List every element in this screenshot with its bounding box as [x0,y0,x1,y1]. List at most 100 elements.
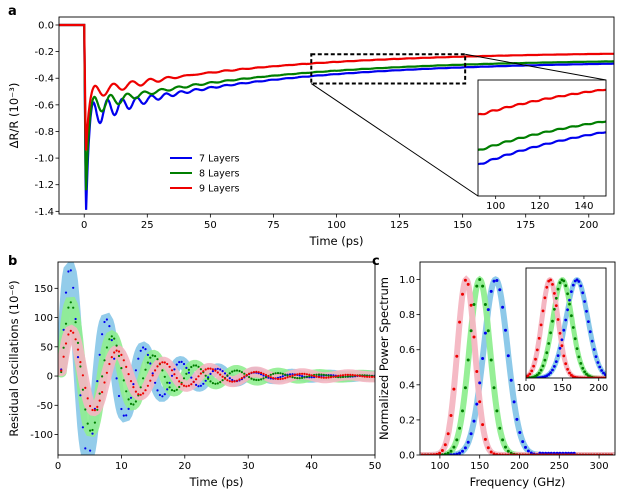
panel-a-ytick-label: -0.6 [34,100,54,111]
panel-a-inset-series-line [478,120,606,151]
panel-b-data-point [209,367,212,370]
panel-b-plot [58,262,375,455]
panel-b-data-point [341,375,345,379]
panel-b-data-point [195,364,198,367]
panel-c-inset-data-point [566,367,569,371]
panel-b-data-point [221,370,224,373]
panel-b-data-point [223,372,227,375]
panel-c-data-point [435,452,439,455]
panel-b-data-point [93,409,96,412]
panel-c-inset-data-point [598,365,602,369]
panel-c-data-point [469,329,473,333]
panel-b-xtick-label: 20 [178,461,191,472]
panel-b-xtick-label: 0 [55,461,61,472]
panel-b-data-point [207,367,210,370]
panel-b-data-point [132,383,135,386]
panel-b-data-point [243,372,246,375]
panel-b-data-point [108,362,111,366]
panel-c-inset-data-point [532,364,535,368]
panel-b-data-point [122,414,125,417]
panel-b-data-point [260,371,263,374]
panel-b-data-point [69,269,72,272]
panel-c-inset-data-point [553,307,556,311]
panel-b-data-point [163,361,166,364]
panel-b-data-point [101,391,104,394]
panel-b-data-point [301,376,304,379]
panel-b-data-point [156,358,159,361]
panel-b-data-point [219,368,222,371]
panel-b-data-point [195,383,198,386]
panel-b-ytick-label: -100 [30,430,53,441]
panel-b-data-point [81,426,84,429]
panel-c-inset-xtick-label: 100 [516,383,535,394]
panel-b-data-point [115,344,118,347]
panel-b-data-point [296,373,299,376]
panel-b-data-point [199,372,202,375]
panel-b-data-point [144,389,147,392]
panel-b-data-point [64,322,68,325]
panel-b-data-point [226,379,229,382]
panel-c-inset-xtick-label: 200 [589,383,608,394]
panel-c-inset-data-point [535,348,539,352]
panel-b-data-point [228,380,231,383]
panel-b-data-point [146,384,149,387]
panel-c-data-point [524,445,527,449]
panel-c-inset-data-point [551,368,554,372]
panel-b-data-point [260,378,263,381]
panel-b-data-point [103,381,106,384]
panel-c-data-point [446,451,450,455]
panel-c-inset-data-point [554,360,558,363]
panel-a-xtick-label: 75 [267,220,280,231]
panel-b-data-point [122,379,125,382]
panel-b-data-point [317,373,321,376]
panel-b-data-point [322,373,325,376]
panel-c-ytick-label: 0.2 [399,415,415,426]
panel-c-inset-data-point [528,372,532,376]
panel-b-ytick-label: 150 [34,284,53,295]
panel-b-xtick-label: 40 [305,461,318,472]
panel-c-data-point [446,432,450,436]
panel-a-inset-xtick-label: 140 [574,201,593,212]
panel-c-data-point [501,305,505,309]
panel-b-data-point [276,377,280,381]
panel-c-data-point [486,308,490,312]
panel-c-data-point [466,440,470,444]
panel-b-data-point [216,371,219,374]
panel-b-data-point [127,398,130,401]
panel-c-data-point [478,381,482,385]
panel-b-data-point [272,372,275,375]
panel-c-data-point [492,386,496,390]
panel-b-data-point [161,395,164,398]
panel-a-inset-xtick-label: 100 [486,201,505,212]
panel-b-data-point [349,373,352,376]
panel-c-inset-data-point [535,373,539,377]
panel-b-data-point [79,361,82,364]
panel-b-data-point [132,386,135,389]
panel-b-data-point [134,390,137,393]
panel-b-data-point [202,382,205,385]
panel-b-data-point [204,368,207,371]
panel-b-xtick-label: 50 [369,461,382,472]
panel-b-data-point [93,421,96,424]
panel-b-data-point [252,371,255,374]
panel-c-data-point [481,423,485,427]
panel-c-inset-data-point [568,371,571,375]
panel-b-data-point [192,364,195,367]
panel-c-inset-data-point [570,290,573,293]
panel-c-ytick-label: 0.8 [399,310,415,321]
panel-c-data-point [521,440,525,444]
panel-a-inset-series-line [478,88,606,116]
panel-c-inset-data-point [547,342,551,345]
panel-b-data-point [139,386,142,389]
panel-c-ylabel: Normalized Power Spectrum [377,277,391,440]
panel-c-inset-data-point [534,357,537,361]
panel-b-data-point [158,393,161,397]
panel-b-data-point [69,329,72,332]
panel-b-data-point [76,348,80,351]
panel-b-data-point [284,377,287,380]
panel-b-data-point [252,378,255,381]
panel-b-data-point [139,393,142,396]
panel-b-data-point [250,377,253,380]
panel-b-data-point [255,370,258,373]
